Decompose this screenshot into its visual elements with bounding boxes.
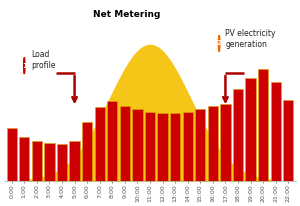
Text: PV electricity
generation: PV electricity generation <box>225 29 276 49</box>
Bar <box>208 106 218 181</box>
Bar <box>220 104 231 181</box>
Bar <box>19 137 29 181</box>
Bar <box>107 101 117 181</box>
Circle shape <box>24 57 25 74</box>
Bar <box>271 82 281 181</box>
Text: Load
profile: Load profile <box>31 50 56 70</box>
Text: 1: 1 <box>22 63 27 69</box>
Bar <box>132 109 142 181</box>
Bar <box>245 77 256 181</box>
Bar <box>7 128 17 181</box>
Text: 2: 2 <box>217 40 221 47</box>
Bar <box>69 141 80 181</box>
Bar <box>120 106 130 181</box>
Circle shape <box>218 35 220 52</box>
Bar <box>170 113 180 181</box>
Bar <box>94 107 105 181</box>
Bar <box>32 141 42 181</box>
Text: Net Metering: Net Metering <box>93 11 160 20</box>
Bar <box>82 122 92 181</box>
Bar <box>283 100 293 181</box>
Bar <box>145 112 155 181</box>
Bar <box>183 112 193 181</box>
Bar <box>57 144 67 181</box>
Bar <box>158 113 168 181</box>
Bar <box>195 109 206 181</box>
Bar <box>44 143 55 181</box>
Bar <box>258 69 268 181</box>
Bar <box>233 89 243 181</box>
